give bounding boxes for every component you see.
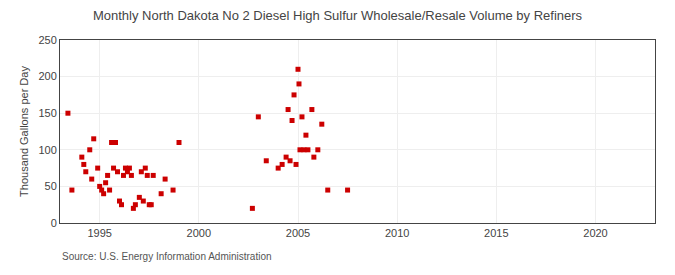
svg-text:Monthly North Dakota No 2 Dies: Monthly North Dakota No 2 Diesel High Su…: [93, 8, 583, 23]
svg-text:200: 200: [38, 70, 56, 82]
svg-text:150: 150: [38, 107, 56, 119]
svg-text:50: 50: [45, 180, 57, 192]
svg-text:250: 250: [38, 34, 56, 46]
svg-text:Source: U.S. Energy Informatio: Source: U.S. Energy Information Administ…: [62, 251, 272, 262]
svg-text:2020: 2020: [583, 227, 607, 239]
svg-text:2010: 2010: [385, 227, 409, 239]
svg-text:Thousand Gallons per Day: Thousand Gallons per Day: [18, 66, 30, 197]
svg-text:2000: 2000: [187, 227, 211, 239]
svg-text:2005: 2005: [286, 227, 310, 239]
svg-text:2015: 2015: [484, 227, 508, 239]
svg-text:1995: 1995: [87, 227, 111, 239]
svg-text:100: 100: [38, 144, 56, 156]
svg-text:0: 0: [51, 217, 57, 229]
